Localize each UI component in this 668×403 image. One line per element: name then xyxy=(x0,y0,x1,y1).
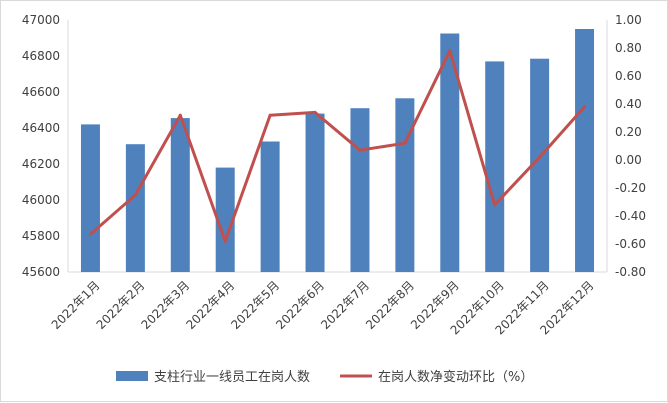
line-point xyxy=(178,113,182,117)
line-point xyxy=(223,239,227,243)
legend: 支柱行业一线员工在岗人数 在岗人数净变动环比（%） xyxy=(116,369,533,385)
bar xyxy=(305,113,325,272)
right-tick-label: -0.20 xyxy=(615,181,646,195)
right-tick-label: 0.40 xyxy=(615,97,642,111)
bar xyxy=(440,33,460,272)
legend-bar-swatch xyxy=(116,371,148,381)
right-tick-label: -0.60 xyxy=(615,237,646,251)
line-point xyxy=(313,110,317,114)
right-tick-label: 0.80 xyxy=(615,41,642,55)
right-tick-label: 0.00 xyxy=(615,153,642,167)
right-tick-label: 0.60 xyxy=(615,69,642,83)
line-point xyxy=(133,193,137,197)
bar xyxy=(575,29,595,272)
left-tick-label: 46800 xyxy=(22,49,60,63)
bar xyxy=(530,58,550,273)
x-axis-ticks: 2022年1月2022年2月2022年3月2022年4月2022年5月2022年… xyxy=(49,278,597,337)
bar xyxy=(170,118,190,272)
bar xyxy=(485,61,505,273)
line-point xyxy=(493,203,497,207)
axes xyxy=(67,20,608,273)
left-tick-label: 47000 xyxy=(22,13,60,27)
left-tick-label: 46000 xyxy=(22,193,60,207)
legend-line-label: 在岗人数净变动环比（%） xyxy=(378,369,533,385)
bar xyxy=(350,108,370,272)
line-point xyxy=(403,141,407,145)
left-axis-ticks: 45600 45800 46000 46200 46400 46600 46800 47000 xyxy=(22,13,60,279)
bar xyxy=(125,144,145,272)
right-tick-label: 1.00 xyxy=(615,13,642,27)
bar xyxy=(80,124,100,273)
legend-bar-label: 支柱行业一线员工在岗人数 xyxy=(154,370,310,385)
bar xyxy=(395,98,415,272)
left-tick-label: 46400 xyxy=(22,121,60,135)
line-point xyxy=(538,155,542,159)
line-series xyxy=(88,49,587,243)
left-tick-label: 46600 xyxy=(22,85,60,99)
line-point xyxy=(448,49,452,53)
line-point xyxy=(358,148,362,152)
line-point xyxy=(268,113,272,117)
line-point xyxy=(583,105,587,109)
bar xyxy=(260,141,280,272)
right-tick-label: -0.40 xyxy=(615,209,646,223)
right-tick-label: -0.80 xyxy=(615,265,646,279)
left-tick-label: 45800 xyxy=(22,229,60,243)
left-tick-label: 46200 xyxy=(22,157,60,171)
left-tick-label: 45600 xyxy=(22,265,60,279)
bar xyxy=(215,167,235,272)
line-path xyxy=(88,49,587,243)
right-axis-ticks: -0.80 -0.60 -0.40 -0.20 0.00 0.20 0.40 0.60 0.80… xyxy=(615,13,646,279)
bar-series xyxy=(80,29,595,273)
right-tick-label: 0.20 xyxy=(615,125,642,139)
line-point xyxy=(88,232,92,236)
